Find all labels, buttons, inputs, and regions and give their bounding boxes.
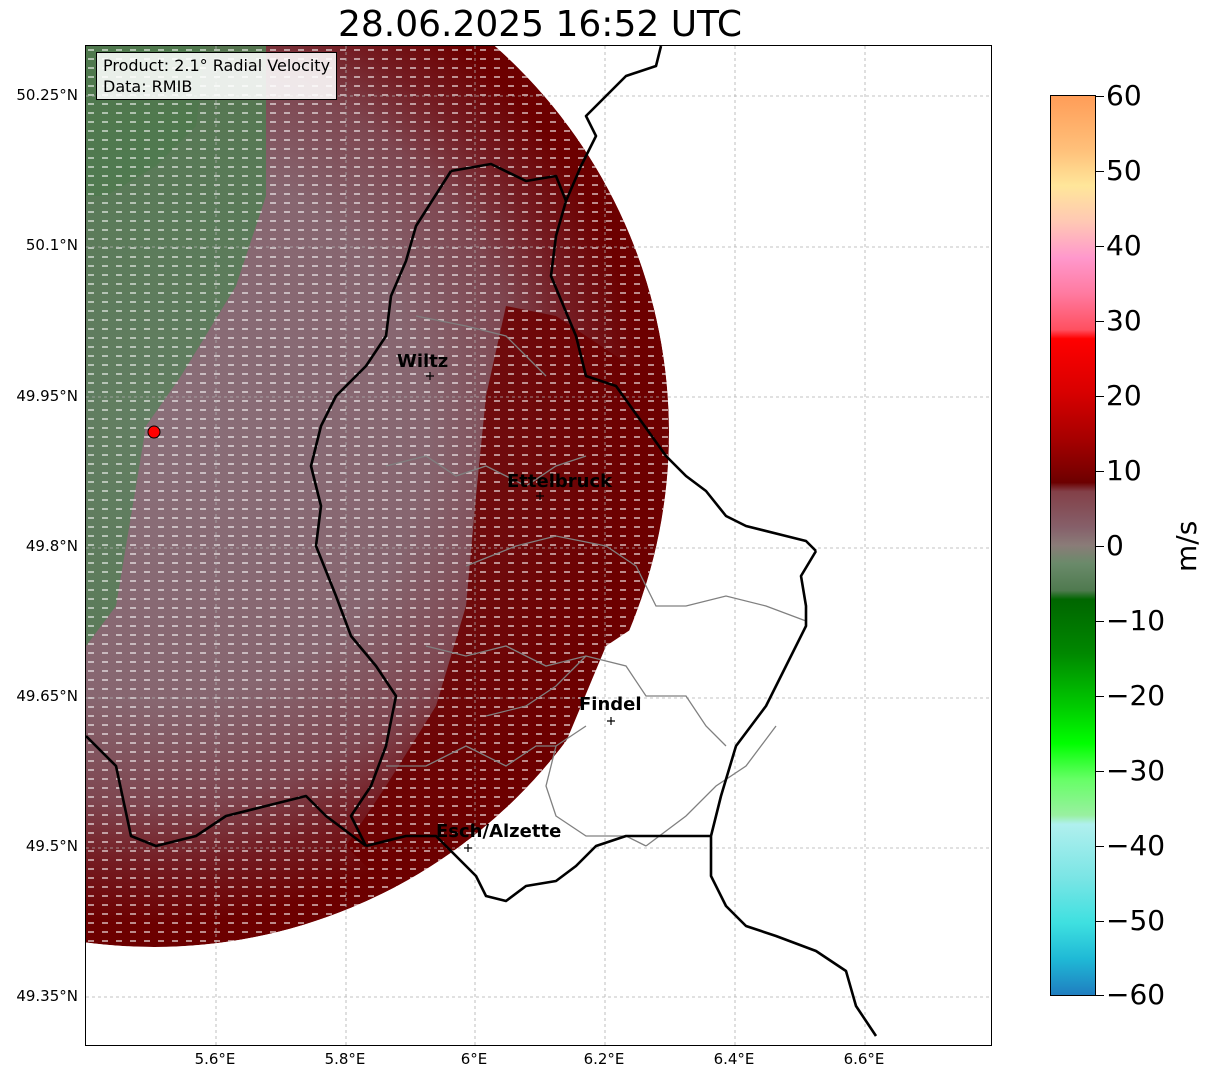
colorbar-tick-label: 20 xyxy=(1106,379,1142,412)
city-label-ettelbruck: Ettelbruck xyxy=(507,471,613,492)
velocity-colorbar xyxy=(1050,95,1096,996)
y-tick-label: 49.5°N xyxy=(25,837,78,855)
y-tick-label: 50.1°N xyxy=(25,236,78,254)
city-markers xyxy=(426,372,615,852)
radar-map: Product: 2.1° Radial Velocity Data: RMIB… xyxy=(85,45,992,1046)
colorbar-tick-label: −60 xyxy=(1106,978,1166,1011)
x-tick-label: 6.4°E xyxy=(713,1050,755,1068)
canton-boundaries xyxy=(385,315,807,847)
x-tick-label: 6.6°E xyxy=(843,1050,885,1068)
radar-site-marker[interactable] xyxy=(147,425,161,439)
colorbar-tick-label: 40 xyxy=(1106,229,1142,262)
colorbar-unit-label: m/s xyxy=(1170,520,1203,572)
city-label-findel: Findel xyxy=(579,694,642,715)
colorbar-tick-label: 10 xyxy=(1106,454,1142,487)
colorbar-tick-label: 50 xyxy=(1106,154,1142,187)
colorbar-tick-label: 60 xyxy=(1106,79,1142,112)
x-tick-label: 5.8°E xyxy=(324,1050,366,1068)
y-tick-label: 49.8°N xyxy=(25,537,78,555)
y-tick-label: 50.25°N xyxy=(16,86,78,104)
velocity-field xyxy=(86,46,669,947)
city-label-wiltz: Wiltz xyxy=(397,351,449,372)
city-label-esch-alzette: Esch/Alzette xyxy=(436,821,562,842)
product-info-box: Product: 2.1° Radial Velocity Data: RMIB xyxy=(96,52,338,100)
x-tick-label: 6.2°E xyxy=(583,1050,625,1068)
colorbar-tick-label: 0 xyxy=(1106,529,1124,562)
data-source-label: Data: RMIB xyxy=(103,77,193,96)
radar-map-canvas xyxy=(86,46,991,1045)
y-tick-label: 49.35°N xyxy=(16,987,78,1005)
x-tick-label: 5.6°E xyxy=(194,1050,236,1068)
y-tick-label: 49.95°N xyxy=(16,387,78,405)
product-label: Product: 2.1° Radial Velocity xyxy=(103,56,331,75)
colorbar-tick-label: −30 xyxy=(1106,754,1166,787)
colorbar-tick-label: −40 xyxy=(1106,829,1166,862)
y-tick-label: 49.65°N xyxy=(16,687,78,705)
colorbar-tick-label: −20 xyxy=(1106,679,1166,712)
map-title: 28.06.2025 16:52 UTC xyxy=(337,4,743,45)
colorbar-tick-label: −10 xyxy=(1106,604,1166,637)
colorbar-tick-label: −50 xyxy=(1106,904,1166,937)
colorbar-tick-label: 30 xyxy=(1106,304,1142,337)
country-borders xyxy=(86,46,878,1037)
x-tick-label: 6°E xyxy=(460,1050,488,1068)
